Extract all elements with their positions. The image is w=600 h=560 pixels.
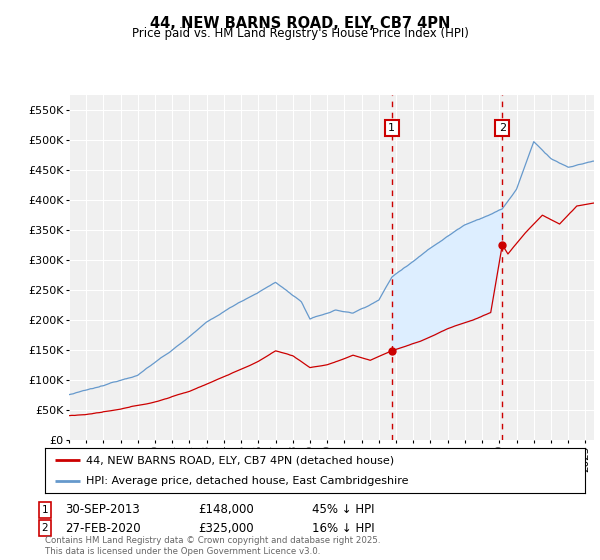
Text: HPI: Average price, detached house, East Cambridgeshire: HPI: Average price, detached house, East… <box>86 475 408 486</box>
Text: 30-SEP-2013: 30-SEP-2013 <box>65 503 140 516</box>
Text: 2: 2 <box>499 123 506 133</box>
Text: 1: 1 <box>388 123 395 133</box>
Text: 44, NEW BARNS ROAD, ELY, CB7 4PN: 44, NEW BARNS ROAD, ELY, CB7 4PN <box>150 16 450 31</box>
Text: 16% ↓ HPI: 16% ↓ HPI <box>312 521 374 535</box>
Text: 45% ↓ HPI: 45% ↓ HPI <box>312 503 374 516</box>
Text: £148,000: £148,000 <box>198 503 254 516</box>
Text: 1: 1 <box>41 505 49 515</box>
Text: Contains HM Land Registry data © Crown copyright and database right 2025.
This d: Contains HM Land Registry data © Crown c… <box>45 536 380 556</box>
Text: Price paid vs. HM Land Registry's House Price Index (HPI): Price paid vs. HM Land Registry's House … <box>131 27 469 40</box>
Text: 44, NEW BARNS ROAD, ELY, CB7 4PN (detached house): 44, NEW BARNS ROAD, ELY, CB7 4PN (detach… <box>86 455 394 465</box>
Text: £325,000: £325,000 <box>198 521 254 535</box>
Text: 2: 2 <box>41 523 49 533</box>
Text: 27-FEB-2020: 27-FEB-2020 <box>65 521 140 535</box>
